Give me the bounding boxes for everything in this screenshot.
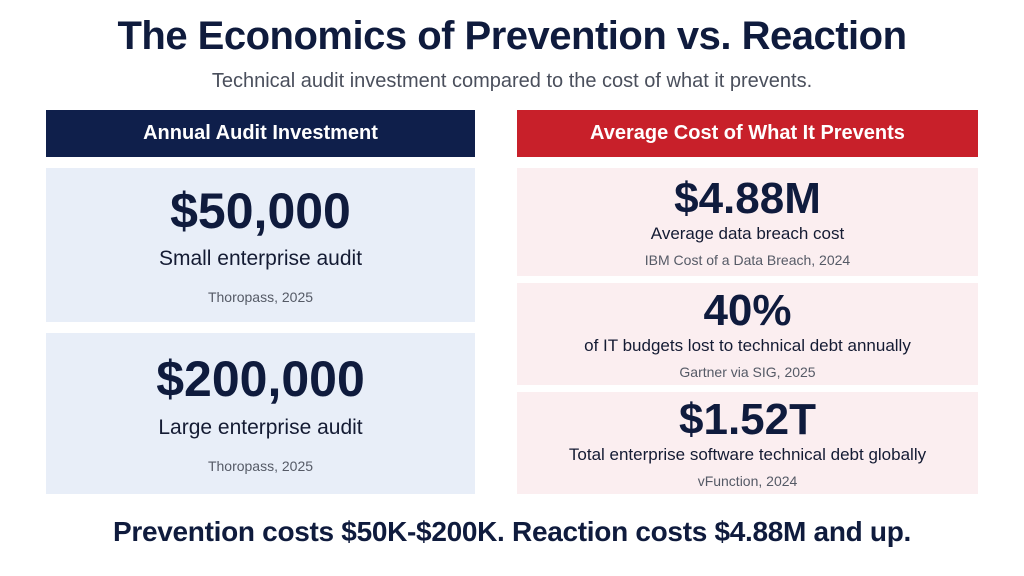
stat-description: Small enterprise audit <box>158 247 363 271</box>
stat-source: Thoropass, 2025 <box>207 289 314 306</box>
stat-source: IBM Cost of a Data Breach, 2024 <box>644 252 851 269</box>
stat-source: vFunction, 2024 <box>697 473 798 490</box>
stat-value: $1.52T <box>679 394 816 444</box>
stat-card: $50,000 Small enterprise audit Thoropass, … <box>46 168 475 322</box>
stat-value: $200,000 <box>156 351 365 408</box>
footer: Prevention costs $50K-$200K. Reaction co… <box>112 516 911 547</box>
stat-card: $4.88M Average data breach cost IBM Cost o… <box>517 168 978 276</box>
stat-card: $1.52T Total enterprise software technica… <box>517 392 978 494</box>
stat-description: Large enterprise audit <box>158 415 363 439</box>
stat-value: 40% <box>703 285 792 335</box>
stat-description: of IT budgets lost to technical debt ann… <box>584 336 911 356</box>
stat-description: Average data breach cost <box>650 224 845 244</box>
stat-card: $200,000 Large enterprise audit Thoropass,… <box>46 333 475 494</box>
stat-card: 40% of IT budgets lost to technical debt … <box>517 283 978 385</box>
stat-value: $50,000 <box>170 182 351 239</box>
right-header: Average Cost of What It Prevents <box>517 110 978 157</box>
title: The Economics of Prevention vs. Reaction <box>117 14 907 58</box>
stat-description: Total enterprise software technical debt… <box>568 445 927 465</box>
stat-source: Gartner via SIG, 2025 <box>679 364 816 381</box>
stat-source: Thoropass, 2025 <box>207 457 314 474</box>
subtitle: Technical audit investment compared to t… <box>211 70 813 92</box>
left-header: Annual Audit Investment <box>46 110 475 157</box>
stat-value: $4.88M <box>674 173 821 223</box>
